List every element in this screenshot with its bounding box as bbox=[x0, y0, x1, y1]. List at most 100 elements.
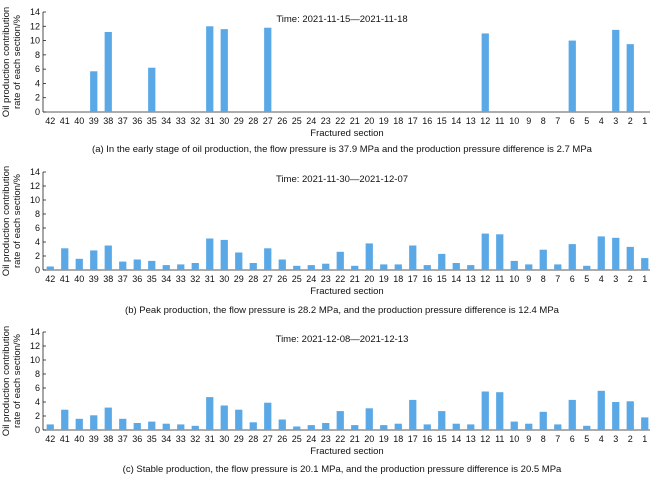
x-tick-label: 34 bbox=[161, 274, 171, 284]
y-axis-label-line-1: Oil production contribution bbox=[1, 166, 12, 276]
bar-section-6 bbox=[568, 399, 576, 430]
x-tick-label: 35 bbox=[147, 434, 157, 444]
chart-title: Time: 2021-11-30—2021-12-07 bbox=[276, 174, 408, 185]
x-tick-label: 27 bbox=[263, 274, 273, 284]
x-tick-label: 24 bbox=[306, 274, 316, 284]
bar-section-5 bbox=[583, 265, 591, 270]
x-tick-label: 12 bbox=[480, 274, 490, 284]
x-tick-label: 17 bbox=[408, 116, 418, 126]
bar-section-13 bbox=[467, 424, 475, 430]
bar-section-31 bbox=[206, 26, 214, 112]
bar-section-26 bbox=[278, 419, 286, 430]
bar-section-19 bbox=[380, 264, 388, 270]
x-tick-label: 20 bbox=[364, 274, 374, 284]
bar-section-23 bbox=[322, 263, 330, 270]
bar-section-4 bbox=[597, 236, 605, 270]
x-tick-label: 9 bbox=[526, 274, 531, 284]
chart-title: Time: 2021-11-15—2021-11-18 bbox=[276, 14, 407, 25]
x-tick-label: 37 bbox=[118, 116, 128, 126]
x-tick-label: 39 bbox=[89, 274, 99, 284]
x-tick-label: 15 bbox=[437, 274, 447, 284]
x-tick-label: 5 bbox=[584, 274, 589, 284]
bar-section-10 bbox=[510, 260, 518, 270]
x-tick-label: 23 bbox=[321, 116, 331, 126]
x-tick-label: 17 bbox=[408, 274, 418, 284]
x-tick-label: 23 bbox=[321, 434, 331, 444]
x-tick-label: 30 bbox=[219, 434, 229, 444]
y-tick-label: 2 bbox=[35, 93, 40, 103]
x-tick-label: 1 bbox=[642, 116, 647, 126]
y-tick-label: 14 bbox=[30, 167, 40, 177]
x-tick-label: 28 bbox=[248, 274, 258, 284]
bar-section-17 bbox=[409, 399, 417, 430]
bar-section-42 bbox=[46, 266, 54, 270]
x-tick-label: 19 bbox=[379, 434, 389, 444]
bar-section-18 bbox=[394, 423, 402, 430]
x-tick-label: 24 bbox=[306, 434, 316, 444]
bar-section-42 bbox=[46, 424, 54, 430]
bar-section-11 bbox=[496, 392, 504, 430]
x-tick-label: 19 bbox=[379, 274, 389, 284]
x-tick-label: 14 bbox=[451, 116, 461, 126]
y-tick-label: 10 bbox=[30, 36, 40, 46]
x-tick-label: 35 bbox=[147, 116, 157, 126]
bar-section-32 bbox=[191, 263, 199, 270]
bar-section-17 bbox=[409, 245, 417, 270]
x-tick-label: 31 bbox=[205, 116, 215, 126]
bar-section-36 bbox=[133, 423, 141, 430]
bar-section-22 bbox=[336, 251, 344, 270]
bar-section-2 bbox=[626, 44, 634, 112]
x-tick-label: 12 bbox=[480, 116, 490, 126]
x-tick-label: 38 bbox=[103, 274, 113, 284]
bar-section-41 bbox=[61, 248, 69, 270]
x-tick-label: 10 bbox=[509, 116, 519, 126]
bar-section-12 bbox=[481, 391, 489, 430]
bar-section-33 bbox=[177, 264, 185, 270]
bar-section-24 bbox=[307, 425, 315, 430]
bar-section-40 bbox=[75, 258, 83, 270]
x-tick-label: 36 bbox=[132, 434, 142, 444]
x-tick-label: 33 bbox=[176, 434, 186, 444]
x-tick-label: 8 bbox=[541, 116, 546, 126]
y-tick-label: 10 bbox=[30, 195, 40, 205]
y-axis-label-line-2: rate of each section/% bbox=[12, 173, 23, 268]
x-tick-label: 27 bbox=[263, 434, 273, 444]
x-tick-label: 5 bbox=[584, 116, 589, 126]
x-tick-label: 11 bbox=[495, 434, 504, 444]
bar-section-9 bbox=[525, 423, 533, 430]
x-tick-label: 41 bbox=[60, 274, 70, 284]
x-tick-label: 32 bbox=[190, 434, 200, 444]
x-tick-label: 9 bbox=[526, 434, 531, 444]
y-tick-label: 4 bbox=[35, 237, 40, 247]
x-tick-label: 6 bbox=[570, 116, 575, 126]
x-tick-label: 12 bbox=[480, 434, 490, 444]
x-tick-label: 38 bbox=[103, 434, 113, 444]
x-tick-label: 11 bbox=[495, 274, 504, 284]
y-tick-label: 6 bbox=[35, 383, 40, 393]
x-tick-label: 20 bbox=[364, 434, 374, 444]
bar-section-3 bbox=[612, 402, 620, 430]
bar-section-22 bbox=[336, 411, 344, 430]
x-tick-label: 40 bbox=[74, 274, 84, 284]
bar-section-39 bbox=[90, 71, 98, 112]
y-tick-label: 2 bbox=[35, 411, 40, 421]
x-tick-label: 30 bbox=[219, 274, 229, 284]
bar-section-36 bbox=[133, 259, 141, 270]
x-tick-label: 29 bbox=[234, 274, 244, 284]
x-tick-label: 30 bbox=[219, 116, 229, 126]
y-tick-label: 12 bbox=[30, 181, 40, 191]
y-tick-label: 8 bbox=[35, 369, 40, 379]
y-tick-label: 6 bbox=[35, 64, 40, 74]
x-tick-label: 6 bbox=[570, 434, 575, 444]
x-tick-label: 36 bbox=[132, 274, 142, 284]
bar-section-35 bbox=[148, 67, 156, 112]
bar-section-7 bbox=[554, 264, 562, 270]
y-tick-label: 0 bbox=[35, 425, 40, 435]
x-tick-label: 34 bbox=[161, 434, 171, 444]
x-tick-label: 2 bbox=[628, 274, 633, 284]
bar-section-18 bbox=[394, 264, 402, 270]
y-tick-label: 6 bbox=[35, 223, 40, 233]
bar-section-5 bbox=[583, 425, 591, 430]
x-tick-label: 33 bbox=[176, 116, 186, 126]
bar-section-8 bbox=[539, 411, 547, 430]
